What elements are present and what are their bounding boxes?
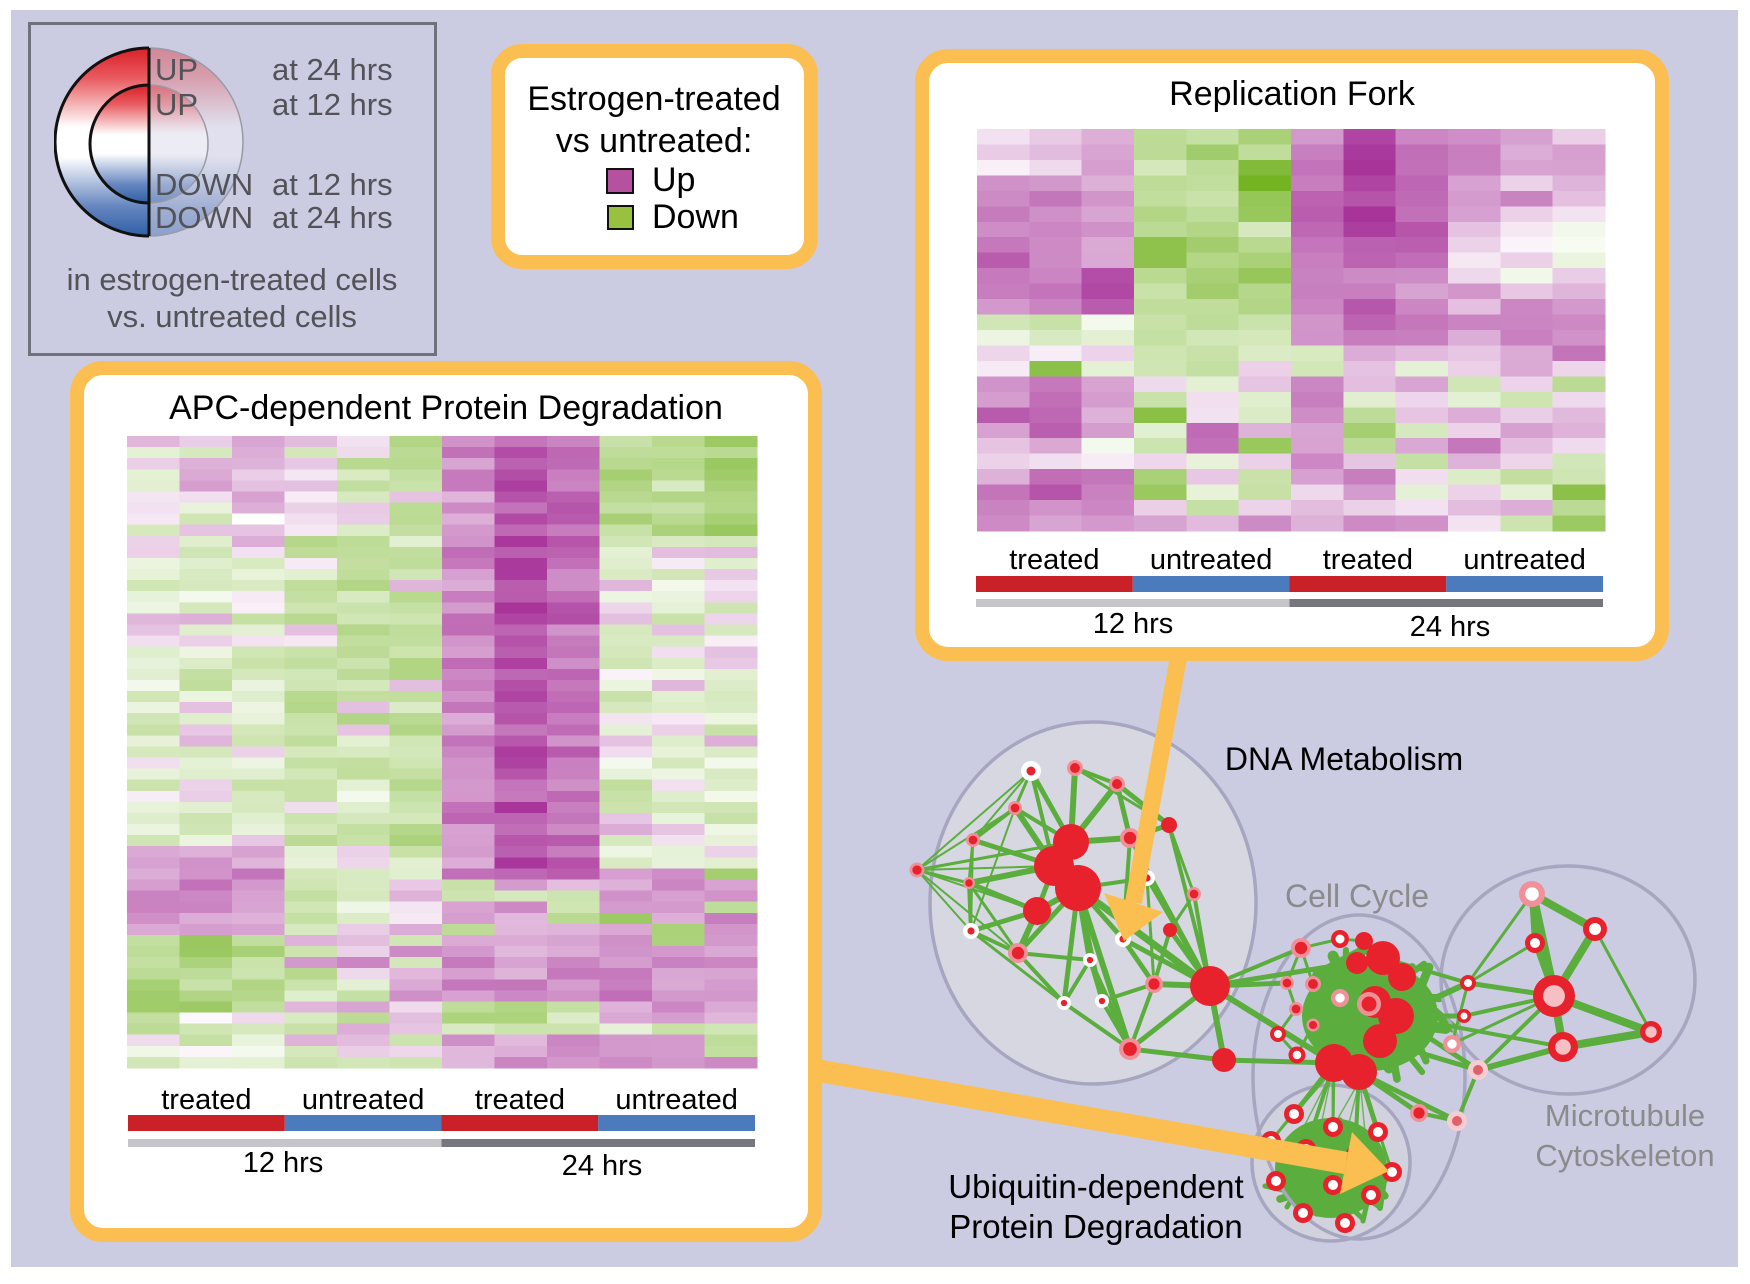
svg-text:in estrogen-treated cells: in estrogen-treated cells xyxy=(67,262,398,297)
svg-text:untreated: untreated xyxy=(1463,544,1586,576)
svg-text:DOWN: DOWN xyxy=(155,167,253,202)
svg-text:Cell Cycle: Cell Cycle xyxy=(1285,878,1429,914)
svg-text:Replication Fork: Replication Fork xyxy=(1169,75,1416,113)
svg-text:Up: Up xyxy=(652,161,695,199)
svg-text:treated: treated xyxy=(1323,544,1413,576)
svg-text:Estrogen-treated: Estrogen-treated xyxy=(527,80,780,118)
svg-text:UP: UP xyxy=(155,52,198,87)
svg-text:untreated: untreated xyxy=(302,1084,425,1116)
svg-text:vs untreated:: vs untreated: xyxy=(556,122,753,160)
svg-text:at 24 hrs: at 24 hrs xyxy=(272,52,393,87)
svg-text:Down: Down xyxy=(652,198,739,236)
svg-text:UP: UP xyxy=(155,87,198,122)
svg-text:treated: treated xyxy=(1009,544,1099,576)
svg-text:untreated: untreated xyxy=(615,1084,738,1116)
svg-text:treated: treated xyxy=(161,1084,251,1116)
svg-text:treated: treated xyxy=(475,1084,565,1116)
svg-text:at 12 hrs: at 12 hrs xyxy=(272,167,393,202)
svg-text:at 12 hrs: at 12 hrs xyxy=(272,87,393,122)
svg-text:DNA Metabolism: DNA Metabolism xyxy=(1225,741,1463,777)
svg-text:untreated: untreated xyxy=(1150,544,1273,576)
svg-text:24 hrs: 24 hrs xyxy=(1410,611,1491,643)
svg-text:at 24 hrs: at 24 hrs xyxy=(272,200,393,235)
svg-text:Ubiquitin-dependent: Ubiquitin-dependent xyxy=(948,1168,1243,1205)
svg-text:24 hrs: 24 hrs xyxy=(562,1150,643,1182)
svg-text:DOWN: DOWN xyxy=(155,200,253,235)
svg-text:Protein Degradation: Protein Degradation xyxy=(949,1208,1243,1245)
svg-text:12 hrs: 12 hrs xyxy=(243,1147,324,1179)
svg-text:vs. untreated cells: vs. untreated cells xyxy=(107,299,357,334)
svg-text:APC-dependent Protein Degradat: APC-dependent Protein Degradation xyxy=(169,389,723,427)
svg-text:12 hrs: 12 hrs xyxy=(1093,608,1174,640)
svg-text:Microtubule: Microtubule xyxy=(1545,1098,1705,1133)
svg-text:Cytoskeleton: Cytoskeleton xyxy=(1535,1138,1714,1173)
